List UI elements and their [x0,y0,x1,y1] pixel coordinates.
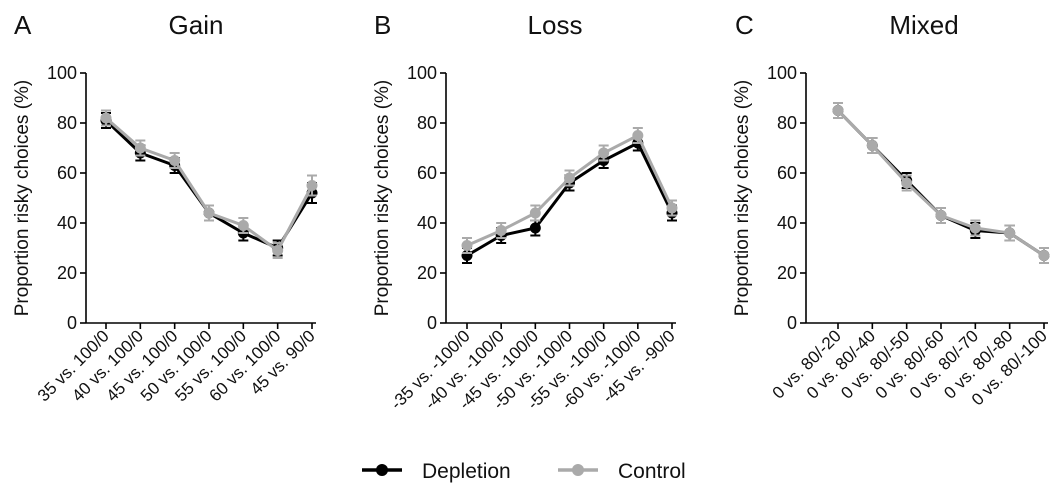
data-point [169,155,181,166]
y-axis-label: Proportion risky choices (%) [372,80,393,317]
series-depletion [461,134,678,264]
panel-letter: B [374,10,391,40]
y-tick-label: 40 [777,213,797,233]
series-line [105,116,314,253]
data-point [1004,227,1016,239]
legend: Depletion Control [362,460,686,483]
data-point [598,147,610,159]
panel-a: A Gain Proportion risky choices (%) 0 20 40 60… [12,10,319,405]
data-point [529,222,541,234]
y-tick-label: 20 [417,263,437,283]
data-point [901,177,913,189]
data-point [134,142,146,154]
y-tick-label: 100 [407,63,437,83]
series-control [100,109,318,259]
y-axis-label: Proportion risky choices (%) [732,80,753,317]
data-point [832,105,844,116]
panel-title: Loss [528,10,583,40]
series-control [461,127,678,254]
y-tick-label: 60 [777,163,797,183]
y-tick-label: 20 [777,263,797,283]
legend-label: Control [618,460,686,483]
panel-letter: C [735,10,754,40]
data-point [866,140,878,151]
data-point [495,225,507,236]
legend-marker [376,464,388,476]
panel-letter: A [14,10,32,40]
y-tick-label: 60 [417,163,437,183]
legend-marker [572,464,584,476]
y-tick-label: 80 [777,113,797,133]
panel-c: C Mixed Proportion risky choices (%) 0 20 40 6… [732,10,1051,409]
legend-label: Depletion [422,460,511,483]
data-point [100,112,112,124]
y-tick-label: 0 [787,313,797,333]
data-point [935,210,947,221]
data-point [272,245,284,256]
panel-title: Gain [169,10,224,40]
y-axis-label: Proportion risky choices (%) [12,80,33,317]
data-point [529,207,541,219]
y-tick-label: 40 [417,213,437,233]
y-tick-label: 80 [417,113,437,133]
data-point [461,240,473,251]
series-control [832,102,1050,264]
y-tick-label: 40 [57,213,77,233]
y-tick-label: 60 [57,163,77,183]
y-tick-label: 100 [47,63,77,83]
legend-item-depletion: Depletion [362,460,511,483]
data-point [969,222,981,234]
panel-b: B Loss Proportion risky choices (%) 0 20 40 60… [372,10,679,413]
data-point [632,130,644,141]
y-tick-label: 80 [57,113,77,133]
panel-title: Mixed [889,10,958,40]
y-tick-label: 0 [67,313,77,333]
y-tick-label: 0 [427,313,437,333]
y-tick-label: 20 [57,263,77,283]
data-point [306,180,318,191]
data-point [666,202,678,214]
data-point [203,207,215,219]
legend-item-control: Control [558,460,686,483]
data-point [564,172,575,184]
y-tick-label: 100 [767,63,797,83]
data-point [237,220,249,231]
data-point [1038,250,1050,261]
